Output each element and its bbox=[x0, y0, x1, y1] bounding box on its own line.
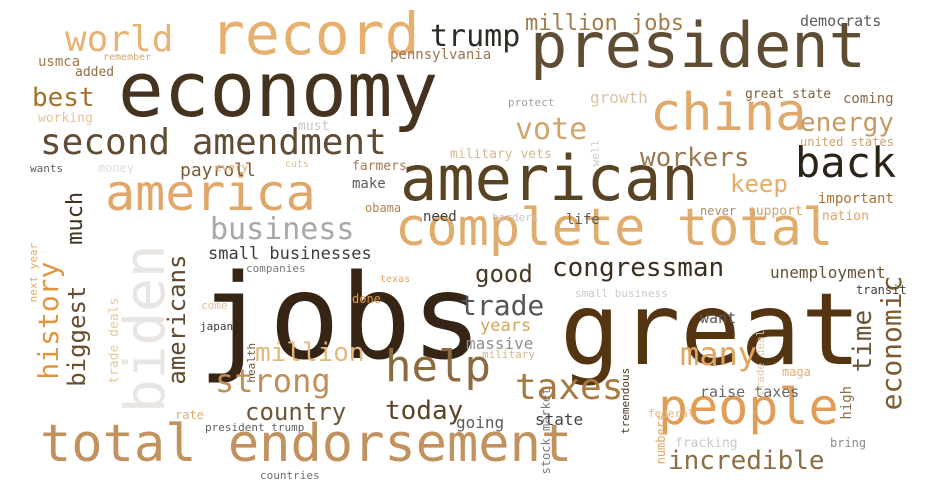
cloud-word: pennsylvania bbox=[390, 47, 492, 63]
cloud-word: good bbox=[475, 260, 533, 288]
cloud-word: trade deals bbox=[107, 297, 122, 384]
cloud-word: united states bbox=[800, 135, 894, 149]
cloud-word: important bbox=[818, 191, 894, 207]
cloud-word: texas bbox=[380, 274, 411, 285]
cloud-word: biggest bbox=[63, 285, 91, 387]
cloud-word: energy bbox=[800, 108, 894, 138]
cloud-word: massive bbox=[466, 334, 534, 353]
cloud-word: obama bbox=[365, 201, 402, 215]
cloud-word: high bbox=[839, 385, 855, 420]
cloud-word: tremendous bbox=[619, 367, 632, 434]
cloud-word: going bbox=[456, 413, 505, 432]
cloud-word: coming bbox=[843, 91, 894, 107]
cloud-word: japan bbox=[200, 320, 234, 333]
cloud-word: workers bbox=[640, 143, 750, 173]
cloud-word: great bbox=[560, 271, 862, 388]
cloud-word: million bbox=[255, 338, 365, 368]
cloud-word: time bbox=[848, 309, 878, 373]
cloud-word: maga bbox=[782, 365, 811, 379]
cloud-word: payroll bbox=[180, 160, 256, 181]
cloud-word: vote bbox=[515, 112, 588, 147]
cloud-word: come bbox=[201, 299, 228, 312]
cloud-word: strong bbox=[215, 362, 331, 400]
cloud-word: trade deal bbox=[754, 329, 767, 396]
cloud-word: remember bbox=[103, 52, 152, 63]
cloud-word: want bbox=[700, 309, 737, 327]
cloud-word: military vets bbox=[450, 147, 552, 162]
cloud-word: unemployment bbox=[770, 263, 886, 282]
cloud-word: bring bbox=[830, 436, 867, 450]
cloud-word: second amendment bbox=[40, 122, 387, 163]
cloud-word: borders bbox=[492, 211, 539, 224]
cloud-word: protect bbox=[508, 96, 555, 109]
cloud-word: rate bbox=[175, 408, 204, 422]
cloud-word: president bbox=[530, 9, 866, 82]
cloud-word: stock market bbox=[539, 387, 553, 475]
cloud-word: nation bbox=[822, 209, 869, 224]
cloud-word: usmca bbox=[38, 54, 81, 70]
cloud-word: health bbox=[245, 342, 258, 383]
cloud-word: must bbox=[298, 119, 330, 134]
cloud-word: military bbox=[482, 348, 535, 361]
cloud-word: years bbox=[480, 316, 532, 336]
cloud-word: numbers bbox=[654, 413, 668, 465]
cloud-word: raise taxes bbox=[700, 383, 800, 401]
cloud-word: china bbox=[650, 83, 807, 143]
cloud-word: great state bbox=[745, 87, 832, 102]
cloud-word: much bbox=[63, 191, 88, 245]
cloud-word: business bbox=[210, 212, 355, 247]
cloud-word: small business bbox=[575, 287, 668, 300]
cloud-word: life bbox=[566, 212, 600, 228]
cloud-word: world bbox=[65, 19, 174, 60]
cloud-word: president trump bbox=[205, 421, 305, 434]
cloud-word: next year bbox=[27, 242, 40, 303]
cloud-word: economy bbox=[118, 45, 439, 134]
cloud-word: country bbox=[245, 398, 347, 426]
cloud-word: transit bbox=[856, 283, 907, 297]
cloud-word: american bbox=[400, 142, 699, 215]
cloud-word: keep bbox=[730, 170, 788, 198]
cloud-word: federal bbox=[648, 407, 695, 420]
cloud-word: help bbox=[385, 341, 491, 392]
cloud-word: countries bbox=[260, 469, 320, 482]
cloud-word: cuts bbox=[285, 159, 310, 170]
cloud-word: wants bbox=[30, 162, 64, 175]
cloud-word: growth bbox=[590, 88, 648, 107]
cloud-word: support bbox=[748, 204, 803, 219]
cloud-word: americans bbox=[163, 254, 191, 385]
cloud-word: fracking bbox=[675, 436, 738, 451]
cloud-word: democrats bbox=[800, 12, 882, 30]
cloud-word: companies bbox=[246, 262, 306, 275]
cloud-word: america bbox=[105, 164, 316, 222]
cloud-word: incredible bbox=[668, 446, 825, 476]
cloud-word: today bbox=[385, 396, 464, 426]
cloud-word: back bbox=[795, 138, 897, 187]
cloud-word: farmers bbox=[352, 159, 407, 174]
cloud-word: need bbox=[423, 209, 457, 225]
cloud-word: congressman bbox=[552, 253, 725, 283]
cloud-word: record bbox=[210, 0, 420, 68]
cloud-word: money bbox=[98, 161, 135, 175]
cloud-word: never bbox=[700, 204, 737, 218]
cloud-word: well bbox=[589, 139, 602, 167]
cloud-word: people bbox=[658, 378, 839, 436]
cloud-word: working bbox=[38, 111, 93, 126]
cloud-word: jobs bbox=[198, 248, 483, 386]
cloud-word: complete total bbox=[395, 198, 834, 258]
cloud-word: many bbox=[680, 335, 758, 373]
cloud-word: small businesses bbox=[208, 244, 372, 264]
cloud-word: trump bbox=[430, 19, 521, 54]
cloud-word: state bbox=[535, 410, 584, 429]
cloud-word: taxes bbox=[515, 367, 624, 408]
cloud-word: trade bbox=[460, 289, 545, 322]
cloud-word: done bbox=[352, 292, 381, 306]
cloud-word: every bbox=[215, 161, 249, 174]
cloud-word: best bbox=[32, 83, 95, 113]
cloud-word: million jobs bbox=[525, 11, 684, 36]
cloud-word: total endorsement bbox=[40, 414, 573, 474]
cloud-word: added bbox=[75, 65, 115, 80]
cloud-word: make bbox=[352, 176, 386, 192]
